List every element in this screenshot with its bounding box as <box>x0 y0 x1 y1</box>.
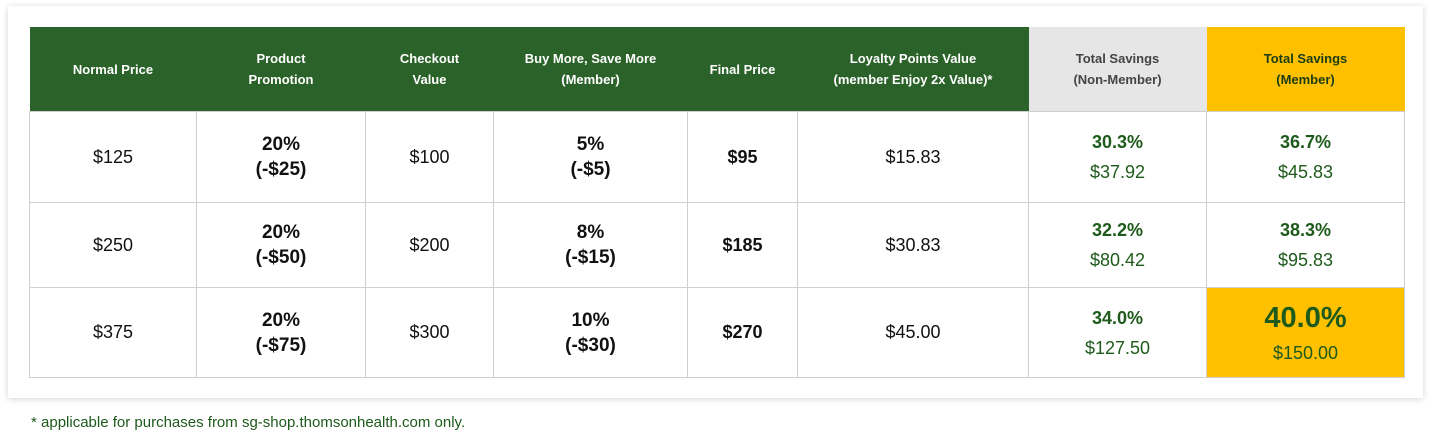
header-normal-price: Normal Price <box>29 27 197 112</box>
normal-price-cell: $125 <box>29 111 197 203</box>
checkout-value-cell: $100 <box>365 111 494 203</box>
footnote: * applicable for purchases from sg-shop.… <box>31 414 466 431</box>
buy-more-cell: 5% (-$5) <box>493 111 688 203</box>
non-member-savings-cell: 32.2% $80.42 <box>1028 202 1207 288</box>
promo-percent: 20% <box>261 222 301 243</box>
member-savings-amount: $150.00 <box>1272 342 1339 363</box>
header-final-price: Final Price <box>687 27 798 112</box>
member-savings-amount: $95.83 <box>1277 250 1334 270</box>
buy-more-percent: 8% <box>576 222 605 243</box>
buy-more-percent: 10% <box>571 309 610 331</box>
savings-table: Normal Price Product Promotion Checkout … <box>29 27 1405 378</box>
promo-amount: (-$25) <box>255 159 307 180</box>
promo-amount: (-$50) <box>255 247 307 268</box>
table-row: $375 20% (-$75) $300 10% (-$30) $270 $45… <box>29 287 1405 378</box>
buy-more-amount: (-$15) <box>565 247 616 268</box>
non-member-savings-cell: 34.0% $127.50 <box>1028 287 1207 378</box>
member-savings-cell: 38.3% $95.83 <box>1206 202 1405 288</box>
final-price-cell: $270 <box>687 287 798 378</box>
non-member-savings-amount: $80.42 <box>1089 250 1146 270</box>
member-savings-cell-highlight: 40.0% $150.00 <box>1206 287 1405 378</box>
buy-more-amount: (-$30) <box>565 334 616 356</box>
checkout-value-cell: $200 <box>365 202 494 288</box>
member-savings-percent: 38.3% <box>1279 220 1332 240</box>
checkout-value-cell: $300 <box>365 287 494 378</box>
buy-more-amount: (-$5) <box>570 159 611 180</box>
final-price-cell: $185 <box>687 202 798 288</box>
loyalty-value-cell: $15.83 <box>797 111 1029 203</box>
table-row: $250 20% (-$50) $200 8% (-$15) $185 $30.… <box>29 202 1405 288</box>
buy-more-cell: 10% (-$30) <box>493 287 688 378</box>
product-promotion-cell: 20% (-$75) <box>196 287 366 378</box>
member-savings-percent: 40.0% <box>1264 301 1347 334</box>
header-loyalty-points: Loyalty Points Value (member Enjoy 2x Va… <box>797 27 1029 112</box>
product-promotion-cell: 20% (-$25) <box>196 111 366 203</box>
header-row: Normal Price Product Promotion Checkout … <box>29 27 1405 112</box>
member-savings-cell: 36.7% $45.83 <box>1206 111 1405 203</box>
loyalty-value-cell: $30.83 <box>797 202 1029 288</box>
header-checkout-value: Checkout Value <box>365 27 494 112</box>
buy-more-cell: 8% (-$15) <box>493 202 688 288</box>
header-total-savings-non-member: Total Savings (Non-Member) <box>1028 27 1207 112</box>
normal-price-cell: $375 <box>29 287 197 378</box>
member-savings-amount: $45.83 <box>1277 162 1334 182</box>
promo-percent: 20% <box>261 309 301 331</box>
non-member-savings-amount: $127.50 <box>1084 337 1151 358</box>
normal-price-cell: $250 <box>29 202 197 288</box>
loyalty-value-cell: $45.00 <box>797 287 1029 378</box>
non-member-savings-amount: $37.92 <box>1089 162 1146 182</box>
non-member-savings-cell: 30.3% $37.92 <box>1028 111 1207 203</box>
buy-more-percent: 5% <box>576 134 605 155</box>
header-buy-more-save-more: Buy More, Save More (Member) <box>493 27 688 112</box>
table-row: $125 20% (-$25) $100 5% (-$5) $95 $15.83… <box>29 111 1405 203</box>
member-savings-percent: 36.7% <box>1279 132 1332 152</box>
non-member-savings-percent: 32.2% <box>1091 220 1144 240</box>
promo-amount: (-$75) <box>255 334 307 356</box>
header-product-promotion: Product Promotion <box>196 27 366 112</box>
header-total-savings-member: Total Savings (Member) <box>1206 27 1405 112</box>
non-member-savings-percent: 34.0% <box>1091 307 1144 328</box>
promo-percent: 20% <box>261 134 301 155</box>
product-promotion-cell: 20% (-$50) <box>196 202 366 288</box>
non-member-savings-percent: 30.3% <box>1091 132 1144 152</box>
final-price-cell: $95 <box>687 111 798 203</box>
